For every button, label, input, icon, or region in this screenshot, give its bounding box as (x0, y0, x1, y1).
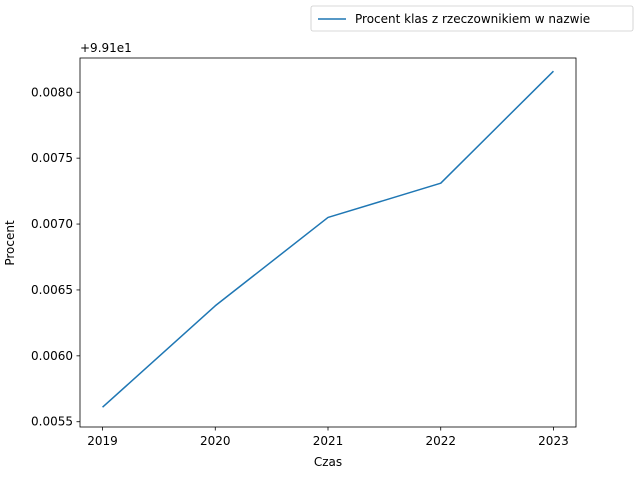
legend: Procent klas z rzeczownikiem w nazwie (310, 5, 634, 32)
legend-label: Procent klas z rzeczownikiem w nazwie (355, 12, 590, 26)
x-tick-label: 2019 (87, 434, 118, 448)
x-axis-label: Czas (314, 455, 342, 469)
plot-area (79, 57, 577, 428)
x-tick-label: 2023 (538, 434, 569, 448)
x-tick-label: 2021 (313, 434, 344, 448)
y-tick-label: 0.0055 (31, 415, 73, 429)
y-axis-ticks: 0.0055 0.0060 0.0065 0.0070 0.0075 0.0080 (31, 85, 80, 429)
y-tick-label: 0.0070 (31, 217, 73, 231)
y-axis-label: Procent (3, 220, 17, 266)
y-axis-offset-label: +9.91e1 (80, 41, 132, 55)
y-tick-label: 0.0065 (31, 283, 73, 297)
x-axis-ticks: 2019 2020 2021 2022 2023 (87, 427, 569, 448)
x-tick-label: 2020 (200, 434, 231, 448)
y-tick-label: 0.0060 (31, 349, 73, 363)
x-tick-label: 2022 (425, 434, 456, 448)
legend-box (310, 5, 634, 32)
y-tick-label: 0.0075 (31, 151, 73, 165)
series-layer (102, 70, 554, 408)
y-tick-label: 0.0080 (31, 85, 73, 99)
